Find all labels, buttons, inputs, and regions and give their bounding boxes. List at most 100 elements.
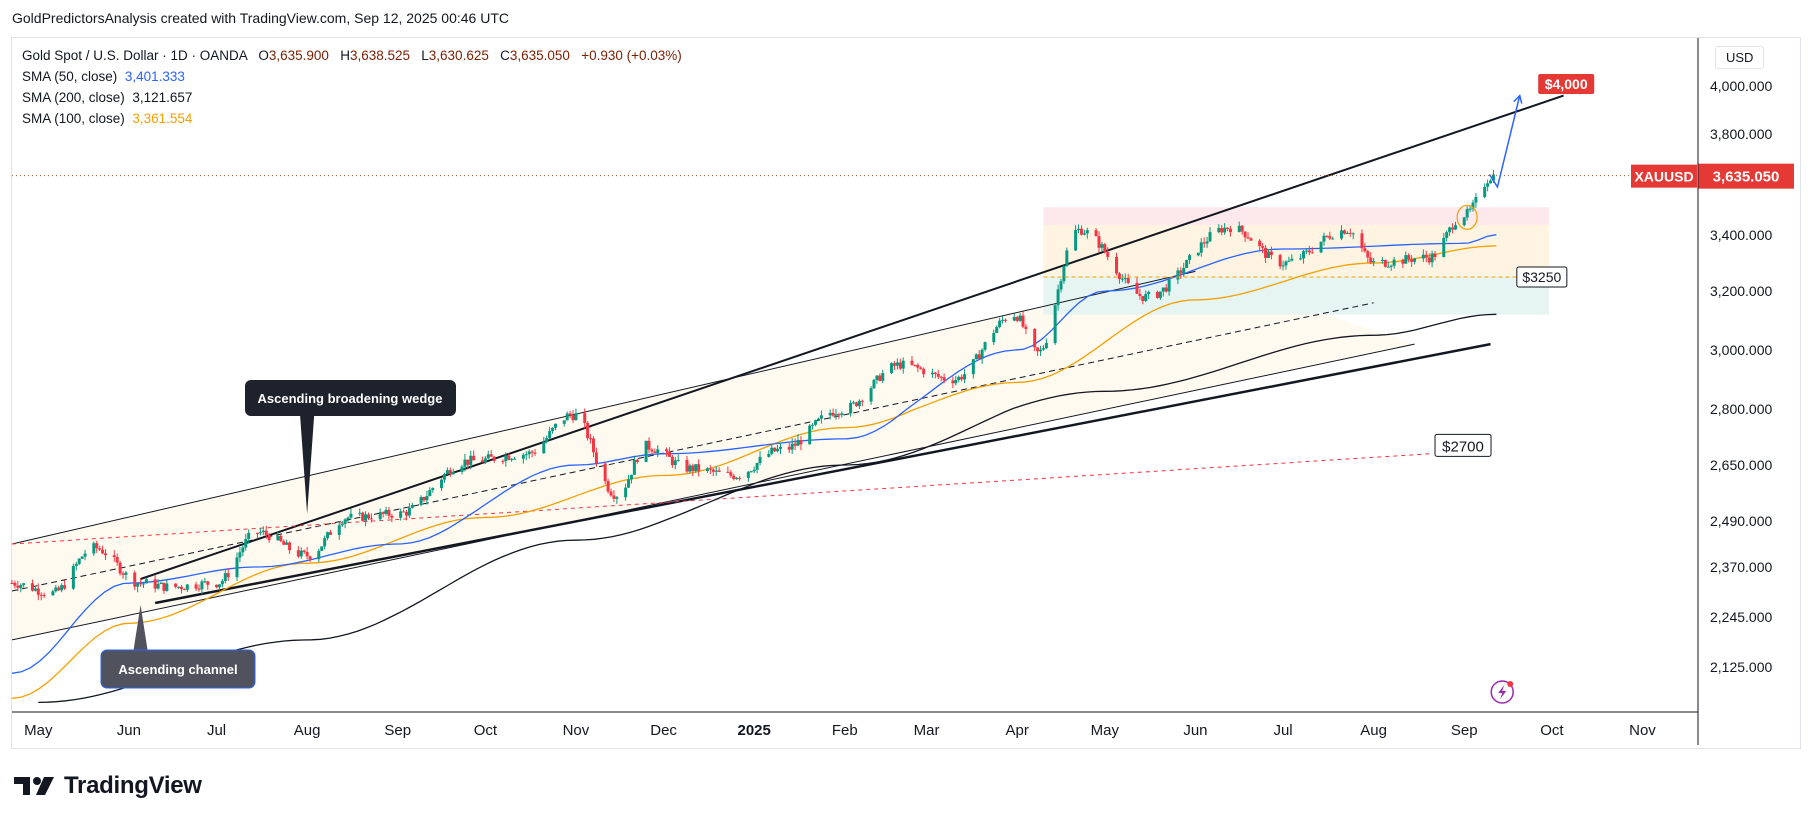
candle	[404, 510, 408, 521]
candle	[343, 518, 347, 529]
candle-body	[156, 583, 160, 589]
candle	[1325, 235, 1329, 238]
candle	[811, 423, 815, 430]
candle-body	[1179, 270, 1183, 274]
candle	[533, 448, 537, 456]
candle-body	[1269, 251, 1273, 256]
candle-body	[527, 451, 531, 455]
candle-body	[1003, 319, 1007, 321]
candle-body	[878, 375, 882, 381]
candle	[1202, 237, 1206, 248]
candle-body	[71, 566, 75, 589]
legend-sma100-row[interactable]: SMA (100, close) 3,361.554	[22, 108, 682, 129]
candle-body	[223, 573, 227, 582]
candle-body	[548, 431, 552, 439]
candle-body	[308, 556, 312, 560]
projection-arrow-head	[1513, 94, 1523, 104]
legend-sma50-row[interactable]: SMA (50, close) 3,401.333	[22, 66, 682, 87]
candle	[1310, 247, 1314, 254]
candle	[1348, 228, 1352, 237]
currency-button[interactable]: USD	[1715, 46, 1765, 69]
chart-frame	[11, 37, 1801, 749]
candle-body	[574, 413, 578, 421]
candle-body	[112, 555, 116, 558]
candle-body	[1018, 315, 1022, 321]
candle	[118, 560, 122, 576]
candle-body	[402, 511, 406, 513]
candle	[182, 588, 186, 591]
candle	[995, 325, 999, 334]
candle-body	[1202, 242, 1206, 244]
candle-body	[425, 496, 429, 501]
zones	[12, 207, 1549, 640]
candle-body	[226, 573, 230, 578]
candle-body	[1424, 254, 1428, 258]
candle-body	[118, 562, 122, 574]
candle	[1287, 256, 1291, 263]
candle	[586, 421, 590, 441]
candle-body	[1331, 238, 1335, 240]
candle	[837, 412, 841, 419]
candle-body	[381, 512, 385, 514]
candle	[162, 582, 166, 594]
candle-body	[814, 420, 818, 425]
candle	[1033, 328, 1037, 352]
candle-body	[1380, 259, 1384, 261]
candle-body	[1363, 248, 1367, 252]
candle	[901, 357, 905, 374]
candle	[469, 450, 473, 470]
candle	[1015, 315, 1019, 323]
candle	[524, 451, 528, 461]
time-tick-label: Aug	[294, 722, 321, 739]
candle	[510, 457, 514, 462]
price-tick-label: 3,400.000	[1710, 227, 1772, 243]
candle	[881, 369, 885, 384]
channel-mid-line	[11, 302, 1374, 592]
candle-body	[480, 460, 484, 463]
candle	[206, 580, 210, 590]
candle-body	[1410, 259, 1414, 262]
candle	[787, 442, 791, 454]
tradingview-brand[interactable]: TradingView	[14, 772, 202, 800]
candle-body	[1465, 209, 1469, 218]
candle-body	[647, 440, 651, 450]
zone-resistance	[1043, 207, 1549, 225]
candle-body	[1115, 256, 1119, 274]
candle	[796, 434, 800, 446]
candle-body	[1120, 278, 1124, 280]
candle-body	[1021, 315, 1025, 327]
candle	[141, 582, 145, 588]
candle-body	[524, 454, 528, 456]
candle	[726, 466, 730, 473]
candle	[1158, 291, 1162, 300]
candle	[714, 465, 718, 476]
candle	[758, 451, 762, 466]
candle-body	[133, 572, 137, 587]
candle-body	[583, 413, 587, 423]
candle	[156, 579, 160, 590]
candle	[276, 532, 280, 542]
candle-body	[162, 582, 166, 591]
candle	[1237, 221, 1241, 233]
candle	[1243, 231, 1247, 242]
candle-body	[746, 471, 750, 478]
candle	[778, 442, 782, 455]
candle	[1155, 290, 1159, 299]
candle-body	[235, 557, 239, 578]
candle-body	[1144, 294, 1148, 301]
candle-body	[366, 514, 370, 519]
candle	[1085, 227, 1089, 239]
candle-body	[776, 448, 780, 452]
candle-body	[74, 563, 78, 567]
candle	[361, 511, 365, 522]
candle-body	[1079, 228, 1083, 235]
candle-body	[1486, 183, 1490, 187]
candle-body	[778, 446, 782, 449]
candle-body	[787, 446, 791, 450]
candle	[992, 329, 996, 346]
legend-symbol: Gold Spot / U.S. Dollar · 1D · OANDA	[22, 48, 248, 63]
wedge-callout-label: Ascending broadening wedge	[258, 391, 443, 406]
candle-body	[469, 455, 473, 465]
legend-sma200-row[interactable]: SMA (200, close) 3,121.657	[22, 87, 682, 108]
